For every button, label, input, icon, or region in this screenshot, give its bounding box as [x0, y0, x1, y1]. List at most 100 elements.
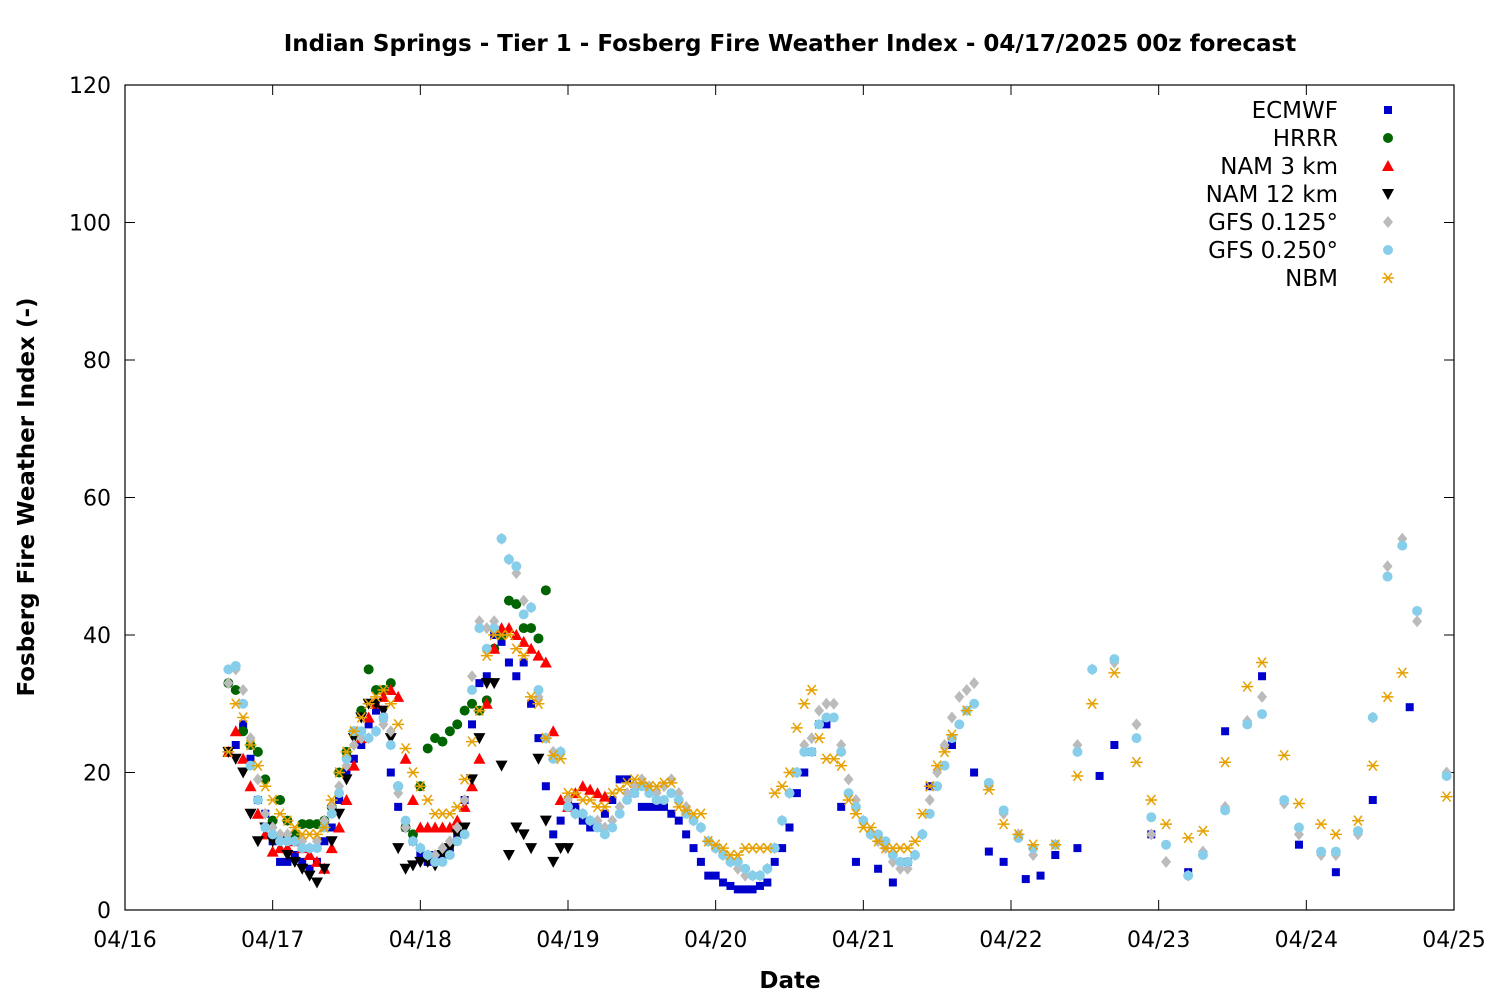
data-point — [452, 836, 463, 847]
x-tick-label: 04/18 — [389, 928, 452, 953]
data-point — [769, 843, 780, 854]
data-point — [849, 808, 862, 820]
data-point — [1073, 844, 1082, 853]
data-point — [776, 780, 789, 792]
data-point — [1013, 832, 1024, 843]
data-point — [761, 842, 774, 854]
data-point — [778, 844, 787, 853]
data-point — [340, 746, 353, 758]
data-point — [790, 722, 803, 734]
data-point — [763, 878, 772, 887]
data-point — [865, 829, 876, 840]
data-point — [917, 829, 928, 840]
data-point — [502, 850, 515, 861]
x-tick-label: 04/25 — [1422, 928, 1485, 953]
data-point — [349, 754, 358, 763]
y-tick-label: 120 — [69, 74, 111, 99]
data-point — [385, 740, 396, 750]
data-point — [482, 672, 491, 681]
data-point — [238, 684, 249, 696]
data-point — [806, 746, 817, 757]
data-point — [910, 850, 921, 860]
data-point — [534, 734, 543, 743]
data-point — [288, 822, 301, 833]
data-point — [518, 609, 529, 620]
data-point — [244, 780, 257, 792]
data-point — [554, 794, 567, 805]
data-point — [526, 623, 537, 634]
data-point — [822, 720, 831, 729]
y-tick-label: 0 — [97, 899, 111, 924]
data-point — [289, 829, 300, 840]
data-point — [466, 774, 479, 786]
data-point — [1028, 843, 1039, 854]
data-point — [362, 698, 375, 710]
data-point — [519, 658, 528, 667]
data-point — [502, 629, 515, 641]
data-point — [784, 788, 795, 799]
data-point — [311, 843, 322, 854]
data-point — [347, 725, 360, 737]
data-point — [938, 746, 951, 758]
data-point — [770, 857, 779, 866]
data-point — [304, 819, 315, 830]
data-point — [539, 656, 552, 668]
data-point — [378, 712, 389, 723]
series-gfs-0-125- — [223, 532, 1452, 882]
data-point — [481, 643, 492, 654]
x-tick-label: 04/20 — [684, 928, 747, 953]
data-point — [710, 843, 721, 854]
data-point — [1145, 794, 1158, 806]
data-point — [459, 794, 470, 806]
data-point — [371, 726, 382, 737]
data-point — [674, 816, 683, 825]
data-point — [384, 698, 397, 710]
y-tick-label: 80 — [83, 349, 111, 374]
data-point — [481, 622, 492, 635]
data-point — [245, 760, 256, 771]
data-point — [961, 684, 972, 696]
data-point — [1241, 681, 1254, 693]
data-point — [510, 643, 523, 655]
data-point — [406, 860, 419, 872]
data-point — [858, 815, 869, 826]
data-point — [1257, 690, 1268, 703]
data-point — [837, 802, 846, 811]
data-point — [842, 794, 855, 806]
data-point — [297, 819, 308, 830]
data-point — [762, 863, 773, 874]
y-axis-label: Fosberg Fire Weather Index (-) — [14, 297, 40, 696]
data-point — [400, 815, 411, 826]
data-point — [569, 787, 582, 799]
x-tick-label: 04/16 — [93, 928, 156, 953]
data-point — [1109, 654, 1120, 665]
data-point — [422, 850, 433, 860]
data-point — [474, 623, 485, 634]
data-point — [259, 780, 272, 792]
data-point — [334, 788, 345, 799]
data-point — [497, 637, 506, 646]
data-point — [1110, 741, 1119, 749]
data-point — [231, 741, 240, 749]
data-point — [1412, 615, 1423, 628]
data-point — [363, 733, 374, 744]
data-point — [872, 835, 885, 847]
data-point — [645, 802, 654, 811]
data-point — [1021, 875, 1030, 884]
data-point — [333, 767, 346, 778]
data-point — [394, 802, 403, 811]
data-point — [1329, 828, 1342, 840]
data-point — [384, 684, 397, 695]
data-point — [532, 753, 545, 765]
data-point — [1257, 709, 1268, 720]
data-point — [1095, 771, 1104, 780]
x-axis-label: Date — [759, 968, 820, 994]
data-point — [229, 698, 242, 710]
data-point — [251, 760, 264, 772]
data-point — [969, 677, 980, 690]
data-point — [659, 802, 668, 811]
data-point — [864, 822, 877, 833]
data-points — [222, 532, 1453, 894]
data-point — [1440, 791, 1453, 803]
data-point — [960, 705, 973, 717]
